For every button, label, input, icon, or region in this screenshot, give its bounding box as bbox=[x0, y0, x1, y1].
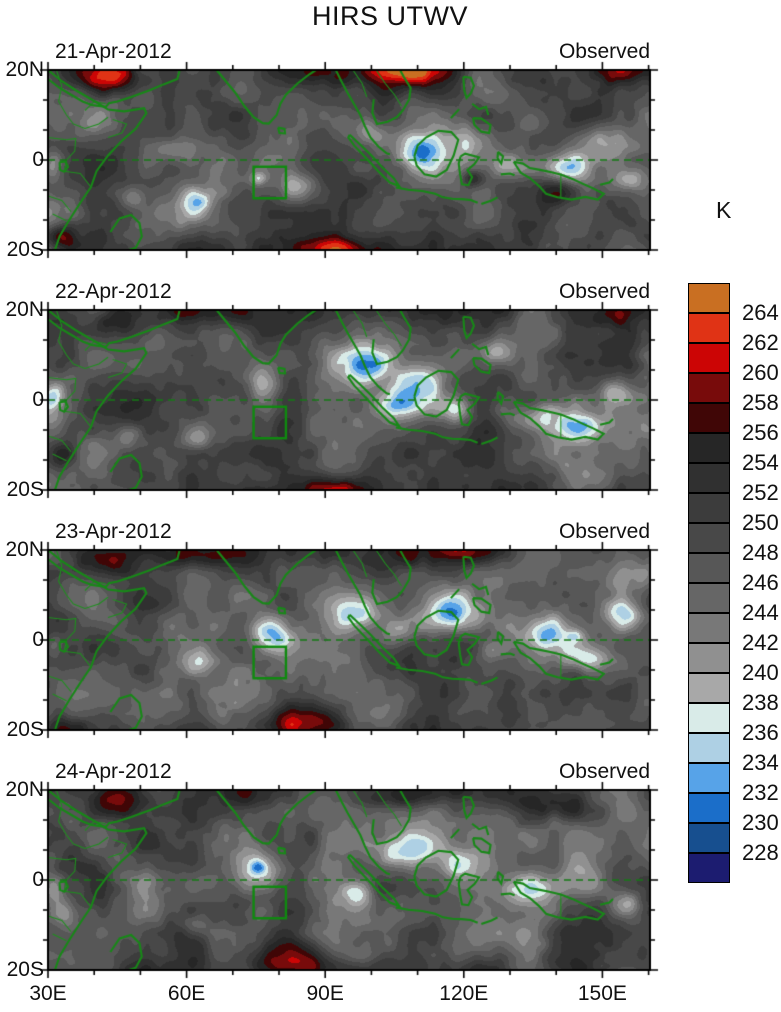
colorbar-unit-label: K bbox=[716, 197, 732, 223]
panel-date-label: 22-Apr-2012 bbox=[55, 280, 172, 303]
y-axis-tick-label: 20N bbox=[5, 298, 44, 321]
colorbar-tick-label: 264 bbox=[742, 300, 779, 325]
panel-date-label: 23-Apr-2012 bbox=[55, 520, 172, 543]
colorbar-tick-label: 252 bbox=[742, 480, 779, 505]
colorbar-segment bbox=[688, 283, 730, 313]
map-panel-canvas bbox=[36, 58, 662, 262]
x-axis-tick-label: 30E bbox=[29, 982, 67, 1005]
panel-date-label: 21-Apr-2012 bbox=[55, 40, 172, 63]
colorbar-tick-label: 238 bbox=[742, 690, 779, 715]
colorbar-tick-label: 232 bbox=[742, 780, 779, 805]
map-panel-canvas bbox=[36, 778, 662, 982]
colorbar-segment bbox=[688, 463, 730, 493]
y-axis-tick-label: 20S bbox=[6, 238, 44, 261]
colorbar-tick-label: 236 bbox=[742, 720, 779, 745]
y-axis-tick-label: 20S bbox=[6, 478, 44, 501]
colorbar-tick-label: 234 bbox=[742, 750, 779, 775]
x-axis-tick-label: 60E bbox=[167, 982, 206, 1005]
chart-title: HIRS UTWV bbox=[312, 1, 468, 31]
colorbar-tick-label: 246 bbox=[742, 570, 779, 595]
colorbar-segment bbox=[688, 763, 730, 793]
colorbar-segment bbox=[688, 553, 730, 583]
colorbar-tick-label: 248 bbox=[742, 540, 779, 565]
y-axis-tick-label: 20N bbox=[5, 778, 44, 801]
panel-source-label: Observed bbox=[558, 760, 650, 783]
colorbar-segment bbox=[688, 853, 730, 883]
x-axis-tick-label: 120E bbox=[439, 982, 489, 1005]
panel-source-label: Observed bbox=[558, 40, 650, 63]
colorbar-segment bbox=[688, 613, 730, 643]
colorbar-segment bbox=[688, 373, 730, 403]
colorbar-tick-label: 256 bbox=[742, 420, 779, 445]
colorbar-segment bbox=[688, 403, 730, 433]
colorbar-tick-label: 230 bbox=[742, 810, 779, 835]
y-axis-tick-label: 20S bbox=[6, 718, 44, 741]
colorbar-tick-label: 258 bbox=[742, 390, 779, 415]
colorbar-segment bbox=[688, 343, 730, 373]
y-axis-tick-label: 20S bbox=[6, 958, 44, 981]
colorbar-segment bbox=[688, 523, 730, 553]
map-panel-canvas bbox=[36, 298, 662, 502]
panel-source-label: Observed bbox=[558, 280, 650, 303]
x-axis-tick-label: 150E bbox=[577, 982, 627, 1005]
colorbar-tick-label: 228 bbox=[742, 840, 779, 865]
y-axis-tick-label: 20N bbox=[5, 538, 44, 561]
colorbar-segment bbox=[688, 673, 730, 703]
colorbar-tick-label: 260 bbox=[742, 360, 779, 385]
map-panel-canvas bbox=[36, 538, 662, 742]
colorbar-segment bbox=[688, 433, 730, 463]
colorbar-segment bbox=[688, 823, 730, 853]
colorbar-tick-label: 254 bbox=[742, 450, 779, 475]
colorbar-segment bbox=[688, 583, 730, 613]
colorbar-segment bbox=[688, 313, 730, 343]
colorbar-segment bbox=[688, 493, 730, 523]
colorbar-tick-label: 250 bbox=[742, 510, 779, 535]
colorbar-segment bbox=[688, 793, 730, 823]
colorbar-tick-label: 262 bbox=[742, 330, 779, 355]
colorbar-tick-label: 240 bbox=[742, 660, 779, 685]
colorbar-tick-label: 242 bbox=[742, 630, 779, 655]
panel-date-label: 24-Apr-2012 bbox=[55, 760, 172, 783]
x-axis-tick-label: 90E bbox=[306, 982, 344, 1005]
panel-source-label: Observed bbox=[558, 520, 650, 543]
colorbar-tick-label: 244 bbox=[742, 600, 779, 625]
colorbar-segment bbox=[688, 703, 730, 733]
colorbar-segment bbox=[688, 643, 730, 673]
y-axis-tick-label: 20N bbox=[5, 58, 44, 81]
colorbar-segment bbox=[688, 733, 730, 763]
